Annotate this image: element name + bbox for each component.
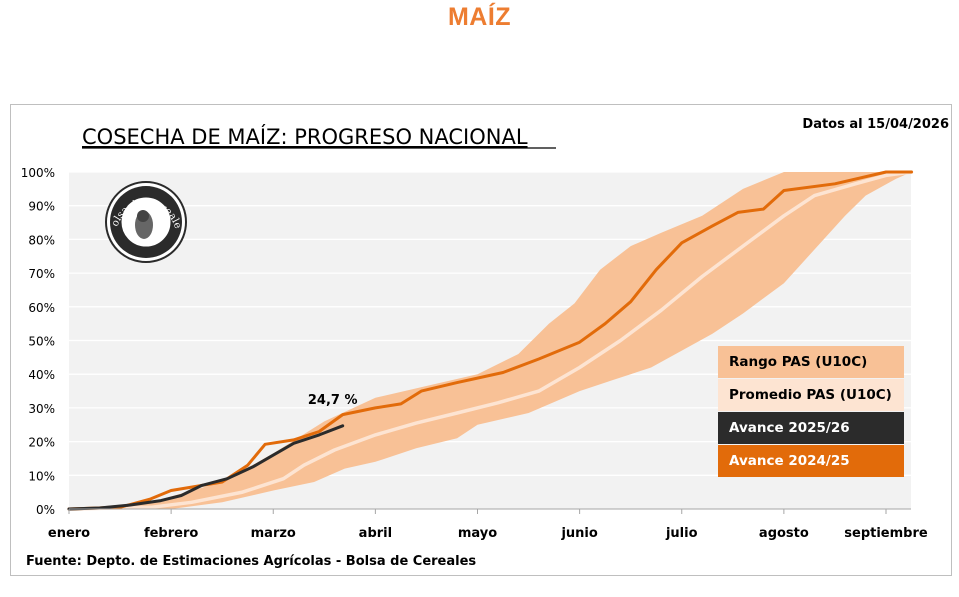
legend-item-2024-25: Avance 2024/25 <box>718 445 904 477</box>
y-tick-label: 60% <box>28 301 55 315</box>
source-note: Fuente: Depto. de Estimaciones Agrícolas… <box>26 554 476 569</box>
x-tick-label: junio <box>560 526 597 541</box>
y-tick-label: 20% <box>28 436 55 450</box>
date-note: Datos al 15/04/2026 <box>802 117 949 132</box>
legend-item-range: Rango PAS (U10C) <box>718 346 904 378</box>
current-season-line <box>67 424 345 511</box>
y-tick-label: 10% <box>28 469 55 483</box>
legend: Rango PAS (U10C) Promedio PAS (U10C) Ava… <box>718 346 904 478</box>
x-tick-label: marzo <box>251 526 296 541</box>
y-tick-label: 90% <box>28 200 55 214</box>
average-line <box>67 170 914 511</box>
x-tick-label: agosto <box>759 526 809 541</box>
chart-title: COSECHA DE MAÍZ: PROGRESO NACIONAL <box>82 124 528 149</box>
y-tick-label: 0% <box>36 503 55 517</box>
bolsa-de-cereales-logo: Bolsa de Cereales <box>105 181 187 263</box>
x-tick-label: enero <box>48 526 90 541</box>
y-tick-label: 70% <box>28 267 55 281</box>
current-value-label: 24,7 % <box>308 393 358 408</box>
page-title: MAÍZ <box>447 3 512 31</box>
x-tick-label: febrero <box>144 526 198 541</box>
y-tick-label: 40% <box>28 368 55 382</box>
legend-item-average: Promedio PAS (U10C) <box>718 379 904 411</box>
x-tick-label: septiembre <box>844 526 928 541</box>
x-tick-label: julio <box>665 526 698 541</box>
y-tick-label: 30% <box>28 402 55 416</box>
x-tick-label: mayo <box>458 526 497 541</box>
y-tick-label: 80% <box>28 233 55 247</box>
y-tick-label: 100% <box>21 166 55 180</box>
y-tick-label: 50% <box>28 335 55 349</box>
range-band <box>69 172 912 509</box>
legend-item-2025-26: Avance 2025/26 <box>718 412 904 444</box>
x-tick-label: abril <box>359 526 392 541</box>
